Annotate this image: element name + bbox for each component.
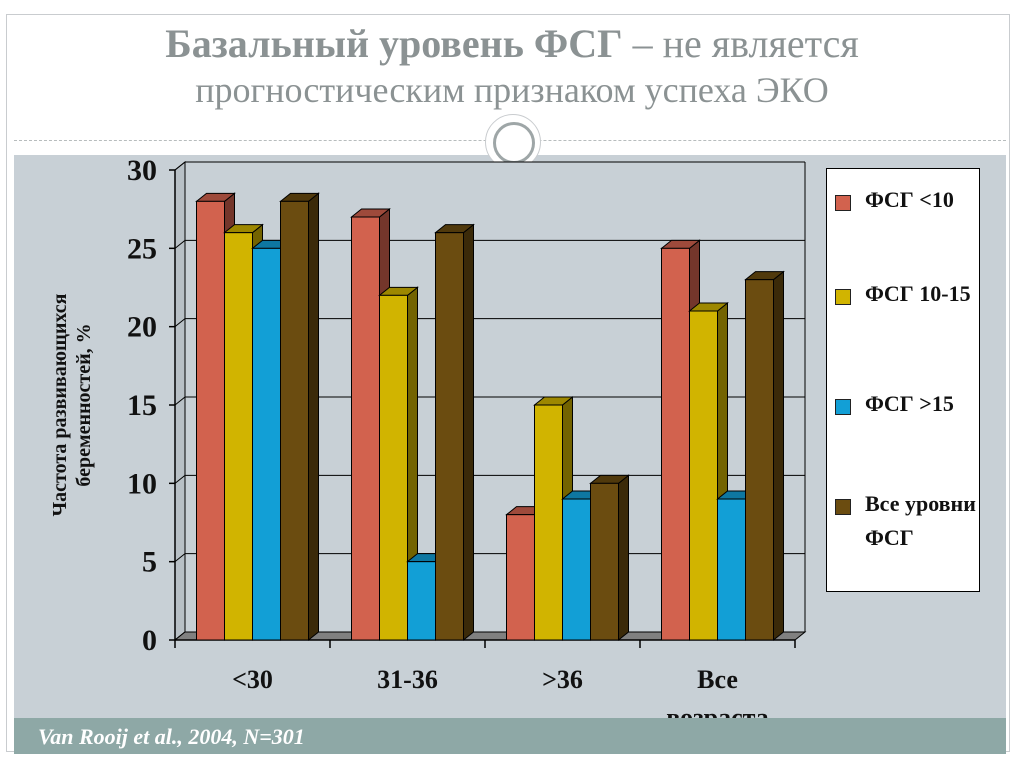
legend-swatch bbox=[835, 399, 851, 415]
x-tick-label: Все bbox=[697, 665, 738, 694]
legend-swatch bbox=[835, 289, 851, 305]
legend-label: ФСГ <10 bbox=[865, 187, 954, 212]
bar bbox=[280, 200, 309, 641]
title-bold: Базальный уровень ФСГ bbox=[165, 21, 623, 66]
legend-swatch bbox=[835, 195, 851, 211]
y-tick-label: 10 bbox=[127, 467, 157, 500]
bar-side bbox=[308, 192, 319, 642]
bar bbox=[196, 200, 225, 641]
y-tick-label: 0 bbox=[142, 624, 157, 657]
bar bbox=[407, 561, 436, 641]
legend-label: ФСГ >15 bbox=[865, 391, 954, 416]
legend-swatch bbox=[835, 499, 851, 515]
gridline-depth bbox=[174, 553, 186, 563]
bar bbox=[562, 498, 591, 641]
citation: Van Rooij et al., 2004, N=301 bbox=[38, 724, 305, 749]
y-tick-label: 5 bbox=[142, 546, 157, 579]
bar bbox=[252, 247, 281, 641]
bar bbox=[224, 232, 253, 641]
bar bbox=[435, 232, 464, 641]
bar-side bbox=[618, 474, 629, 642]
bar bbox=[590, 482, 619, 641]
bar bbox=[717, 498, 746, 641]
title-rest: – не является bbox=[622, 21, 859, 66]
bar bbox=[351, 216, 380, 641]
bar-side bbox=[463, 223, 474, 642]
title-line-2: прогностическим признаком успеха ЭКО bbox=[195, 70, 829, 110]
chart-legend: ФСГ <10 ФСГ 10-15 ФСГ >15 Все уровни ФСГ bbox=[826, 168, 980, 592]
x-tick-label: >36 bbox=[542, 665, 583, 694]
y-tick-label: 15 bbox=[127, 389, 157, 422]
legend-label: Все уровни ФСГ bbox=[865, 491, 976, 550]
gridline-depth bbox=[174, 239, 186, 249]
gridline-depth bbox=[174, 161, 186, 171]
y-tick-label: 25 bbox=[127, 232, 157, 265]
x-tick-label: <30 bbox=[232, 665, 273, 694]
x-tick-label: 31-36 bbox=[377, 665, 438, 694]
title-line-1: Базальный уровень ФСГ – не является bbox=[0, 20, 1024, 68]
footer-bar: Van Rooij et al., 2004, N=301 bbox=[14, 718, 1006, 754]
bar bbox=[534, 404, 563, 641]
bar bbox=[661, 247, 690, 641]
gridline-depth bbox=[174, 474, 186, 484]
y-tick-label: 20 bbox=[127, 311, 157, 344]
y-tick-label: 30 bbox=[127, 154, 157, 187]
gridline-depth bbox=[174, 396, 186, 406]
bar-side bbox=[773, 270, 784, 642]
bar bbox=[506, 514, 535, 641]
bar bbox=[745, 279, 774, 641]
legend-label: ФСГ 10-15 bbox=[865, 281, 971, 306]
slide-title: Базальный уровень ФСГ – не является прог… bbox=[0, 20, 1024, 112]
bar bbox=[379, 294, 408, 641]
bar bbox=[689, 310, 718, 641]
gridline-depth bbox=[174, 318, 186, 328]
